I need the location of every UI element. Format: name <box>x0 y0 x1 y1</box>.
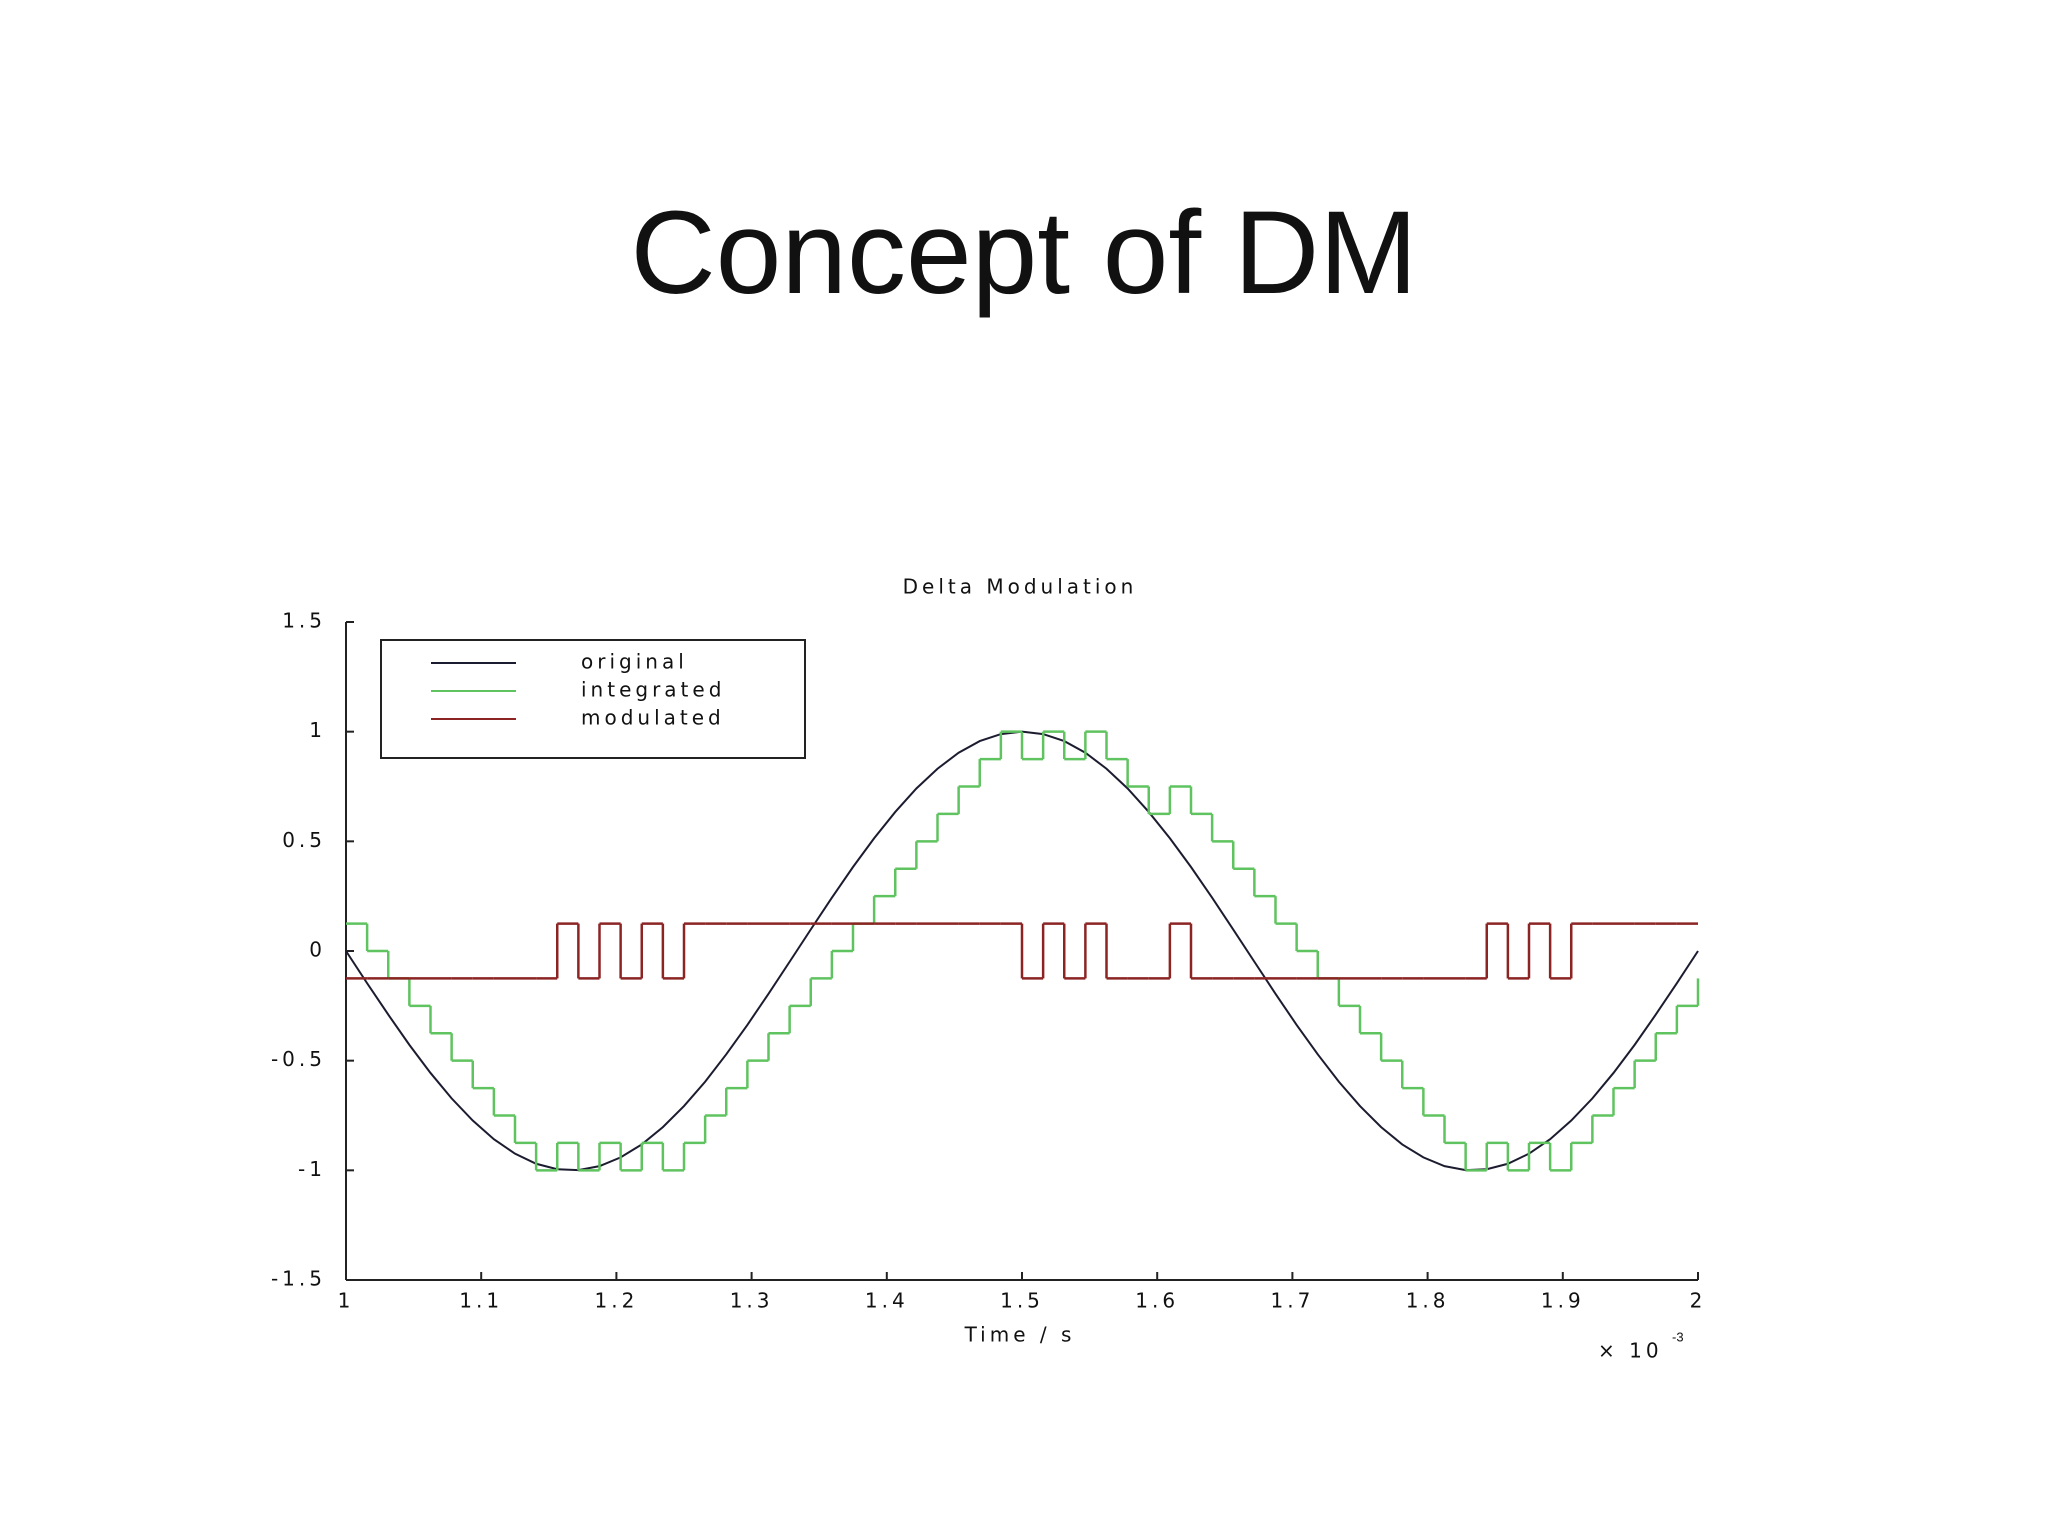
legend: original integrated modulated <box>380 639 806 759</box>
x-tick-label: 1.8 <box>1406 1289 1450 1313</box>
y-tick-label: -1 <box>298 1157 326 1181</box>
x-tick-label: 1.7 <box>1270 1289 1314 1313</box>
x-tick-label: 1.2 <box>594 1289 638 1313</box>
x-multiplier: × 10 <box>1598 1339 1663 1363</box>
y-tick-label: -0.5 <box>271 1047 326 1071</box>
y-tick-label: 0.5 <box>282 828 326 852</box>
y-tick-label: -1.5 <box>271 1267 326 1291</box>
legend-box <box>380 639 806 759</box>
plot: -1.5 -1 -0.5 0 0.5 1 1.5 1 1.1 1.2 1.3 1.4 1.5 1.6 1.7… <box>271 609 1707 1313</box>
x-tick-label: 1.3 <box>730 1289 774 1313</box>
legend-label: modulated <box>581 706 725 730</box>
y-tick-label: 1.5 <box>282 609 326 633</box>
x-tick-label: 1.6 <box>1135 1289 1179 1313</box>
x-tick-label: 1.5 <box>1000 1289 1044 1313</box>
x-tick-label: 1 <box>338 1289 355 1313</box>
chart-title: Delta Modulation <box>903 575 1138 599</box>
legend-label: original <box>581 650 688 674</box>
y-tick-label: 1 <box>309 718 326 742</box>
x-exponent: -3 <box>1672 1329 1684 1344</box>
x-tick-label: 1.9 <box>1541 1289 1585 1313</box>
legend-label: integrated <box>581 678 725 702</box>
x-tick-label: 1.1 <box>459 1289 503 1313</box>
y-tick-label: 0 <box>309 938 326 962</box>
slide-title: Concept of DM <box>631 187 1418 319</box>
x-tick-label: 2 <box>1690 1289 1707 1313</box>
x-axis-label: Time / s <box>964 1323 1076 1347</box>
x-tick-label: 1.4 <box>865 1289 909 1313</box>
